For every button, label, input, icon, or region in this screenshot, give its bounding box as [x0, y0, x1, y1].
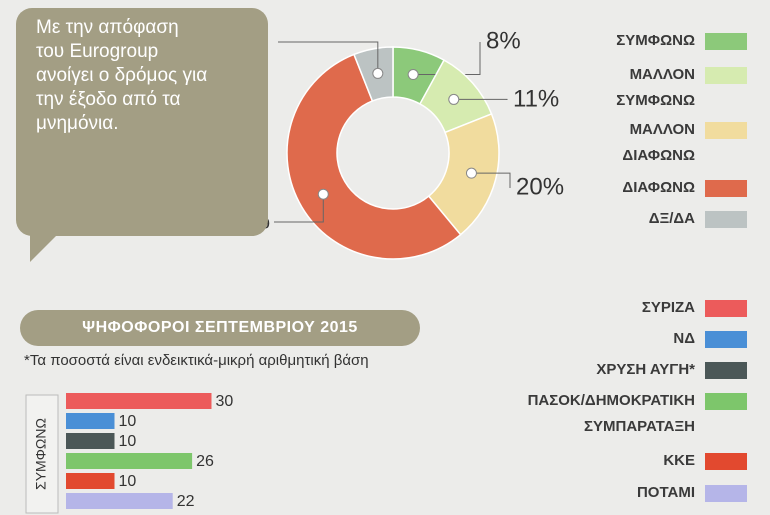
value-label: 30 — [216, 393, 234, 410]
leader-dot — [317, 188, 329, 200]
leader-line — [274, 194, 324, 223]
bubble-text: Με την απόφαση του Eurogroup ανοίγει ο δ… — [36, 17, 208, 134]
donut-segment — [286, 53, 462, 260]
axis-box — [25, 394, 59, 514]
bar — [66, 413, 115, 429]
bubble-tail — [30, 232, 60, 262]
legend-swatch — [705, 180, 747, 197]
legend-swatch — [705, 211, 747, 228]
legend-swatch — [705, 122, 747, 139]
value-label: 10 — [119, 433, 137, 450]
legend-label: ΜΑΛΛΟΝ ΣΥΜΦΩΝΩ — [616, 66, 695, 109]
leader-dot — [448, 93, 460, 105]
legend-swatch — [705, 453, 747, 470]
legend-label: ΣΥΡΙΖΑ — [641, 299, 695, 316]
value-label: 22 — [177, 493, 195, 510]
value-label: 8% — [486, 27, 521, 54]
value-label: 20% — [516, 173, 564, 200]
note: *Τα ποσοστά είναι ενδεικτικά-μικρή αριθμ… — [24, 352, 369, 369]
legend-swatch — [705, 362, 747, 379]
leader-line — [453, 98, 508, 100]
legend-label: ΚΚΕ — [663, 452, 695, 469]
bar — [66, 453, 193, 469]
bar — [66, 393, 212, 409]
legend-label: ΝΔ — [673, 330, 695, 347]
bar-title: ΨΗΦΟΦΟΡΟΙ ΣΕΠΤΕΜΒΡΙΟΥ 2015 — [20, 310, 420, 346]
speech-bubble — [16, 8, 268, 236]
legend-label: ΜΑΛΛΟΝ ΔΙΑΦΩΝΩ — [622, 121, 695, 164]
leader-dot — [372, 67, 384, 79]
bar — [66, 473, 115, 489]
legend-swatch — [705, 393, 747, 410]
legend-label: ΔΙΑΦΩΝΩ — [622, 179, 695, 196]
value-label: 10 — [119, 473, 137, 490]
legend-swatch — [705, 300, 747, 317]
legend-label: ΧΡΥΣΗ ΑΥΓΗ* — [596, 361, 695, 378]
bar — [66, 433, 115, 449]
value-label: 11% — [513, 85, 559, 112]
leader-line — [471, 172, 511, 188]
value-label: 26 — [196, 453, 214, 470]
leader-dot — [407, 69, 419, 81]
legend-swatch — [705, 33, 747, 50]
legend-label: ΣΥΜΦΩΝΩ — [616, 32, 695, 49]
y-axis-label: ΣΥΜΦΩΝΩ — [33, 418, 49, 490]
value-label: 10 — [119, 413, 137, 430]
legend-label: ΠΑΣΟΚ/ΔΗΜΟΚΡΑΤΙΚΗ ΣΥΜΠΑΡΑΤΑΞΗ — [527, 392, 695, 435]
leader-dot — [465, 167, 477, 179]
leader-line — [278, 41, 379, 74]
legend-swatch — [705, 67, 747, 84]
legend-label: ΔΞ/ΔΑ — [648, 210, 695, 227]
bar — [66, 493, 173, 509]
legend-swatch — [705, 331, 747, 348]
legend-label: ΠΟΤΑΜΙ — [636, 484, 695, 501]
legend-swatch — [705, 485, 747, 502]
